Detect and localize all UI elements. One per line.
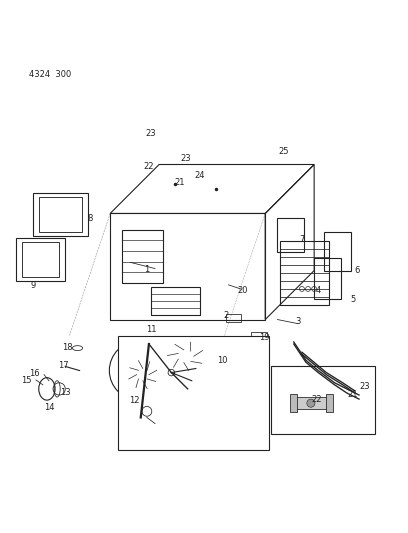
Text: 23: 23 bbox=[146, 128, 156, 138]
Text: 22: 22 bbox=[311, 394, 322, 403]
Text: 21: 21 bbox=[348, 390, 358, 399]
Text: 9: 9 bbox=[30, 281, 35, 290]
Text: 15: 15 bbox=[21, 376, 32, 385]
Bar bbox=[251, 332, 267, 340]
Text: 16: 16 bbox=[29, 369, 40, 378]
Bar bbox=[151, 287, 200, 316]
Text: 12: 12 bbox=[129, 396, 140, 405]
Text: 20: 20 bbox=[237, 286, 248, 295]
Text: 8: 8 bbox=[87, 214, 93, 223]
Text: 7: 7 bbox=[299, 236, 305, 245]
Text: 17: 17 bbox=[58, 361, 69, 370]
Bar bbox=[226, 314, 241, 321]
Circle shape bbox=[182, 352, 190, 360]
Circle shape bbox=[307, 399, 315, 407]
Text: 4: 4 bbox=[316, 286, 321, 295]
Bar bbox=[271, 367, 375, 434]
Text: 2: 2 bbox=[224, 311, 229, 320]
Bar bbox=[277, 217, 304, 252]
Text: 22: 22 bbox=[144, 162, 154, 171]
Bar bbox=[33, 193, 88, 236]
Text: 23: 23 bbox=[360, 382, 370, 391]
Text: 3: 3 bbox=[295, 317, 301, 326]
Text: 1: 1 bbox=[144, 265, 149, 274]
Text: 23: 23 bbox=[180, 154, 191, 163]
Bar bbox=[294, 397, 328, 409]
Bar bbox=[39, 197, 82, 232]
Bar bbox=[324, 232, 351, 271]
Text: 13: 13 bbox=[60, 389, 71, 398]
Text: 5: 5 bbox=[350, 295, 355, 304]
Text: 18: 18 bbox=[62, 343, 73, 352]
Text: 4324  300: 4324 300 bbox=[29, 70, 71, 79]
Bar bbox=[16, 238, 65, 281]
Bar bbox=[314, 259, 341, 299]
Bar bbox=[118, 336, 269, 450]
Text: 6: 6 bbox=[354, 266, 360, 275]
Text: 24: 24 bbox=[195, 171, 205, 180]
Text: 21: 21 bbox=[174, 178, 185, 187]
Text: 14: 14 bbox=[44, 403, 54, 412]
Text: 11: 11 bbox=[146, 325, 156, 334]
Bar bbox=[122, 230, 163, 283]
Text: 10: 10 bbox=[217, 356, 228, 365]
Bar bbox=[290, 394, 297, 412]
Text: 19: 19 bbox=[259, 334, 270, 342]
Bar bbox=[22, 242, 59, 277]
Bar bbox=[326, 394, 333, 412]
Text: 25: 25 bbox=[278, 147, 289, 156]
